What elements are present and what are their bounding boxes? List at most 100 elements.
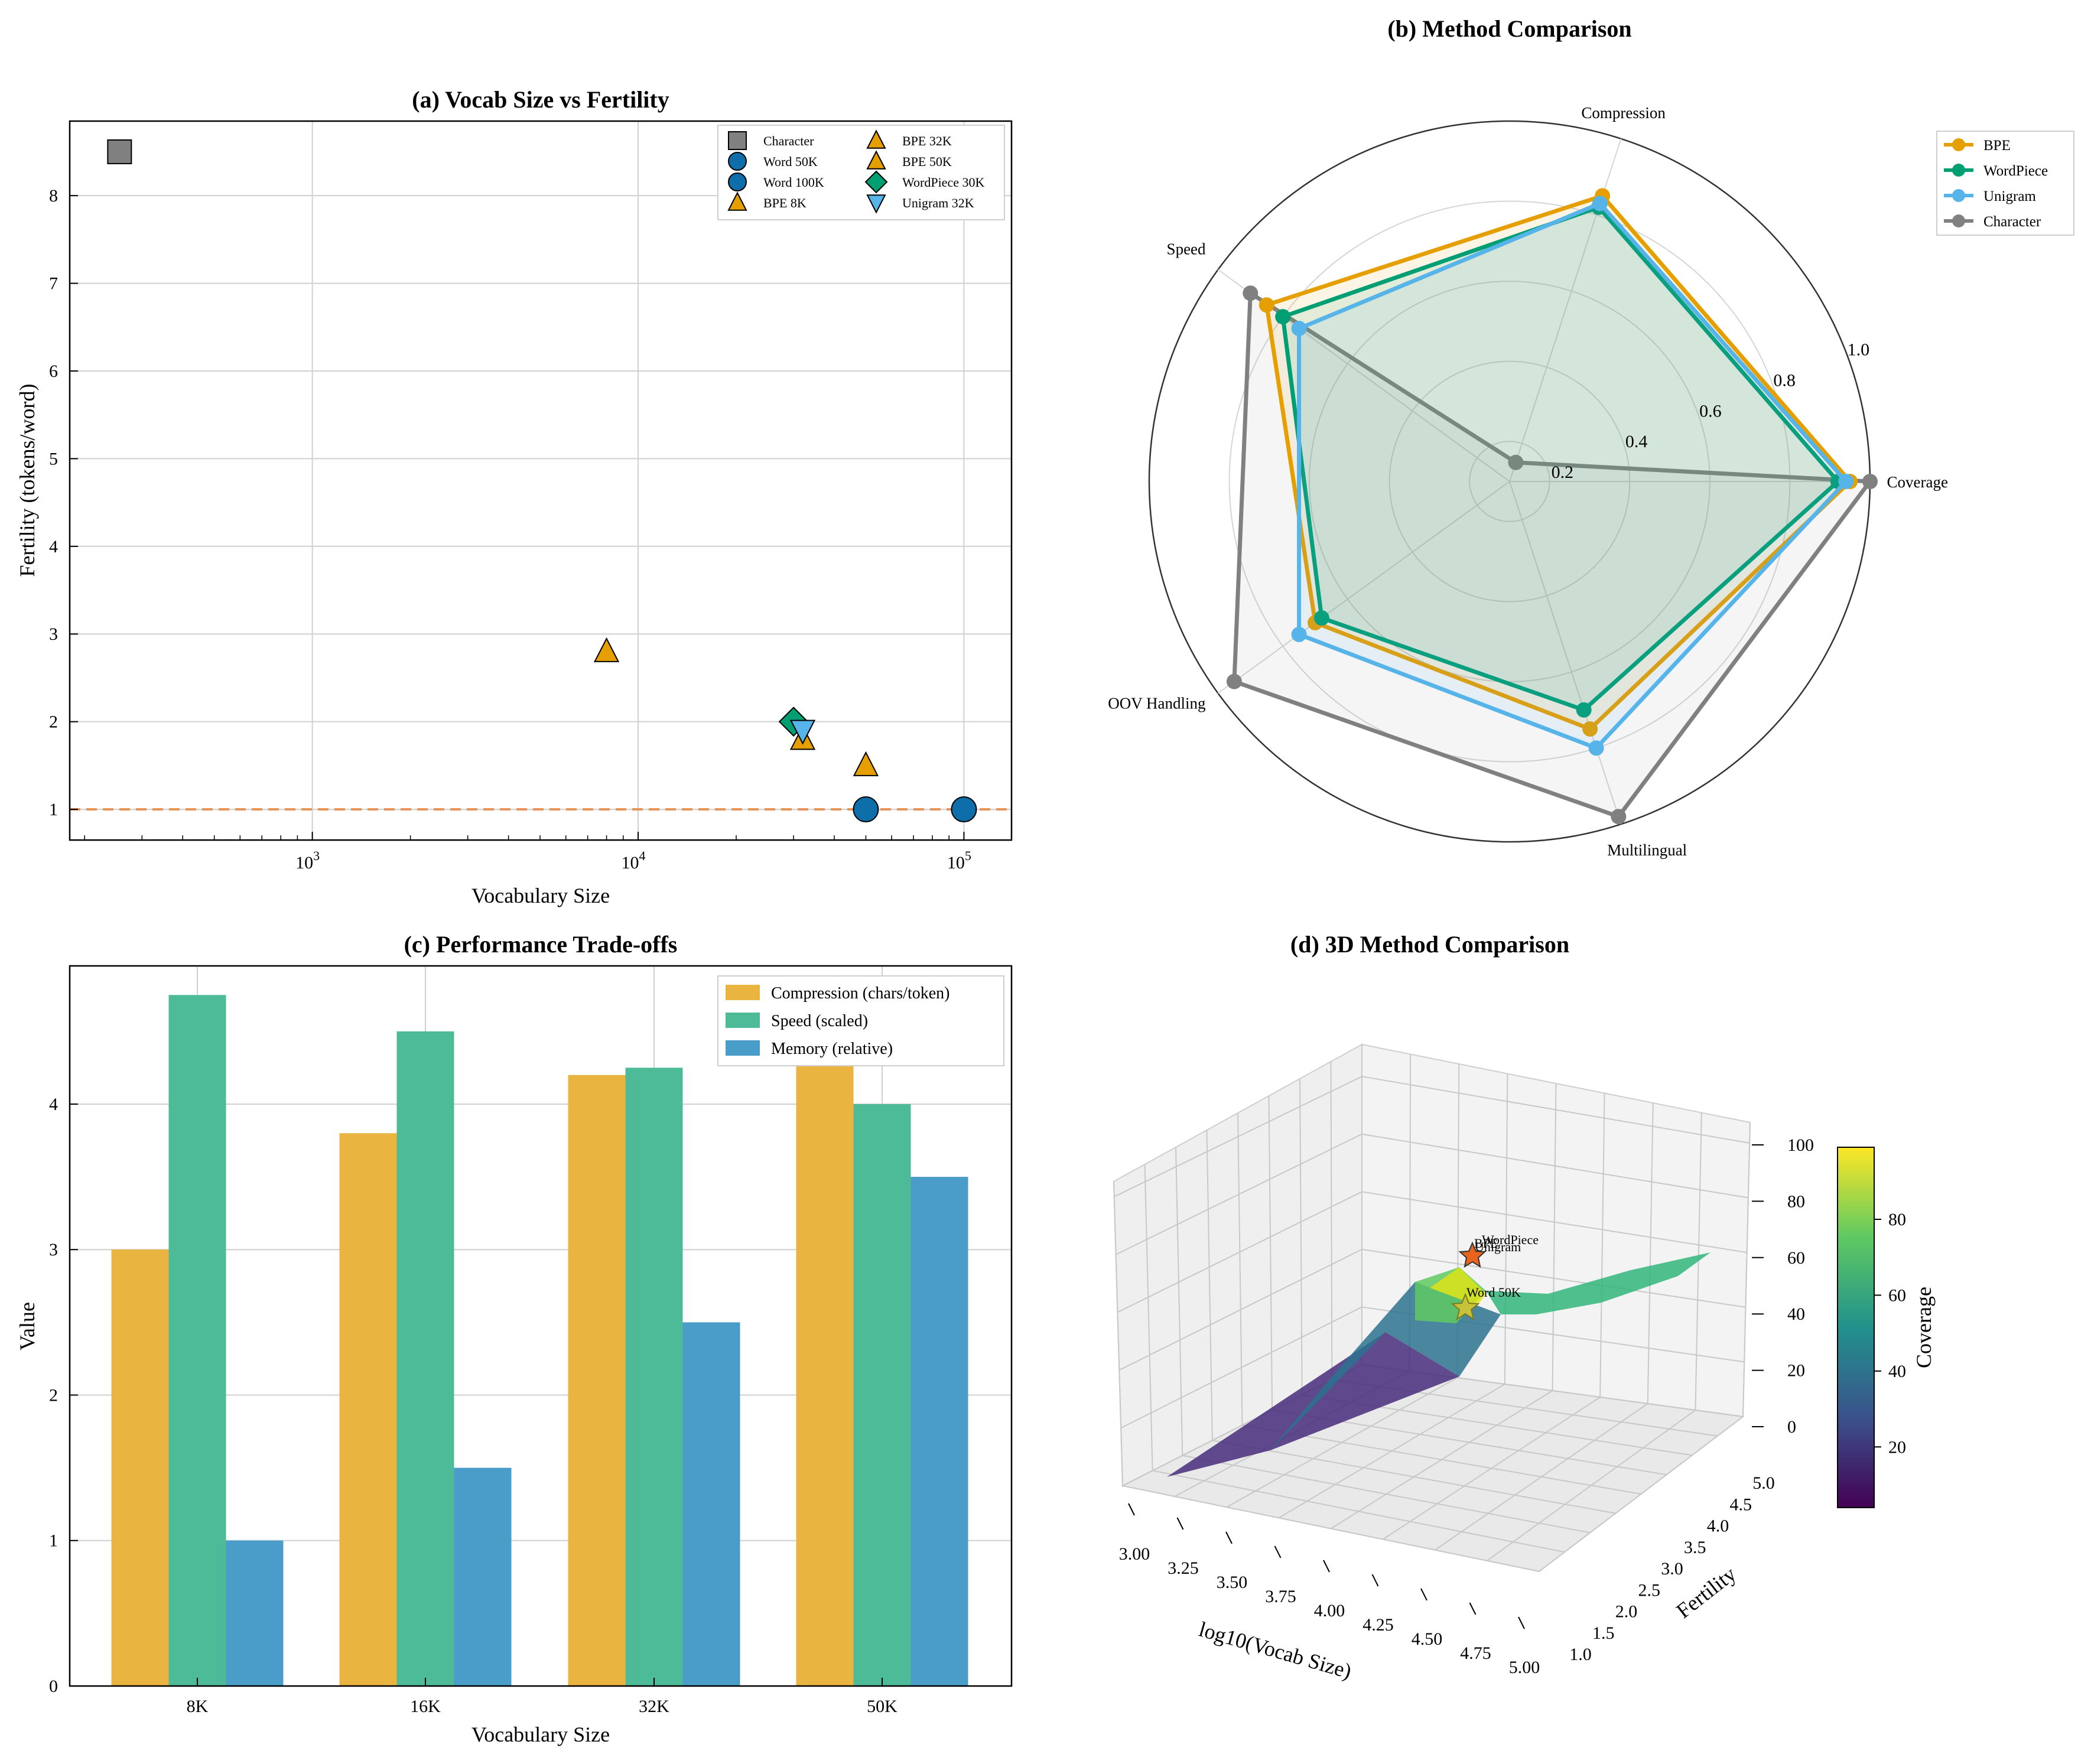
x-tick xyxy=(1420,1588,1427,1601)
series-point xyxy=(1508,454,1524,470)
z-tick-label: 0 xyxy=(1787,1417,1796,1437)
series-point xyxy=(1243,285,1258,301)
y-tick-label: 7 xyxy=(49,274,58,294)
series-point xyxy=(1576,702,1592,718)
wall-gridline xyxy=(1330,1061,1333,1380)
series-unigram xyxy=(1297,201,1848,750)
wall-gridline xyxy=(1361,1076,1750,1144)
axis-label-speed: Speed xyxy=(1167,240,1206,258)
bar-50k-1 xyxy=(853,1104,911,1686)
series-point xyxy=(1258,297,1274,313)
legend-marker xyxy=(1952,138,1965,151)
wall-gridline xyxy=(1599,1093,1605,1398)
bar-8k-2 xyxy=(226,1540,284,1686)
x-tick xyxy=(1176,1517,1184,1530)
x-tick xyxy=(1225,1531,1233,1544)
radial-tick-label: 0.4 xyxy=(1625,432,1648,451)
axis-label-oov-handling: OOV Handling xyxy=(1108,695,1205,712)
wall-gridline xyxy=(1504,1073,1508,1385)
colorbar xyxy=(1837,1147,1875,1508)
radial-tick-label: 1.0 xyxy=(1848,340,1870,360)
x-tick-label: 105 xyxy=(947,848,971,873)
legend-label: WordPiece 30K xyxy=(902,175,984,190)
z-tick-label: 20 xyxy=(1787,1361,1805,1381)
legend-label: Memory (relative) xyxy=(771,1040,893,1058)
x-tick-label: 4.25 xyxy=(1362,1615,1394,1635)
panel-a-legend: Character Word 50K Word 100K BPE 8K BPE 32K B… xyxy=(717,125,1005,220)
annotation-bpe: BPE xyxy=(1474,1236,1498,1251)
annotation-wordpiece: WordPiece xyxy=(1482,1232,1539,1247)
bar-16k-0 xyxy=(339,1133,397,1686)
wall-gridline xyxy=(1116,1133,1362,1255)
wall-gridline xyxy=(1175,1147,1183,1456)
legend-label: WordPiece xyxy=(1983,163,2048,179)
y-tick-label: 2 xyxy=(49,1385,58,1405)
y-tick-label: 1.5 xyxy=(1592,1623,1615,1643)
series-point xyxy=(1582,721,1598,737)
y-tick-label: 1 xyxy=(49,800,58,819)
series-point xyxy=(1588,740,1604,756)
point-word-50k xyxy=(853,796,879,823)
legend-marker xyxy=(728,173,747,191)
legend-marker xyxy=(1952,189,1965,202)
colorbar-tick-label: 40 xyxy=(1888,1362,1906,1381)
series-point xyxy=(1313,610,1329,626)
legend-marker xyxy=(866,150,886,170)
radial-tick-label: 0.2 xyxy=(1552,463,1574,482)
colorbar-tick-label: 80 xyxy=(1888,1210,1906,1229)
series-point xyxy=(1592,196,1608,211)
y-tick-label: 4 xyxy=(49,1095,58,1114)
point-word-100k xyxy=(951,796,977,823)
x-tick xyxy=(1371,1574,1379,1587)
point-bpe-8k xyxy=(593,637,620,662)
legend-marker xyxy=(728,152,747,171)
z-tick-label: 100 xyxy=(1787,1135,1814,1155)
legend-swatch xyxy=(726,1013,760,1028)
series-point xyxy=(1611,809,1627,825)
panel-c-bar: (c) Performance Trade-offs 0 1 2 3 4 8K 16K 32K… xyxy=(15,931,1013,1746)
wall-gridline xyxy=(1237,1112,1243,1425)
y-tick-label: 3 xyxy=(49,624,58,644)
wall-gridline xyxy=(1117,1191,1362,1313)
legend-label: Word 100K xyxy=(763,175,824,190)
y-tick-label: 1 xyxy=(49,1531,58,1551)
axis-label-multilingual: Multilingual xyxy=(1607,841,1687,859)
marker-bpe xyxy=(1458,1241,1487,1268)
wall-gridline xyxy=(1144,1164,1153,1471)
axis-label-compression: Compression xyxy=(1581,104,1666,122)
y-tick-label: 3.0 xyxy=(1661,1559,1683,1579)
wall-gridline xyxy=(1552,1083,1557,1391)
x-tick-label: 3.75 xyxy=(1265,1587,1296,1606)
z-tick-label: 60 xyxy=(1787,1248,1805,1268)
floor-gridline xyxy=(1487,1410,1696,1561)
wall-gridline xyxy=(1361,1133,1749,1199)
y-tick-label: 8 xyxy=(49,186,58,206)
series-point xyxy=(1226,673,1242,689)
wall-gridline xyxy=(1114,1076,1362,1197)
series-character xyxy=(1232,291,1872,819)
wall-gridline xyxy=(1695,1112,1702,1411)
bar-32k-1 xyxy=(625,1067,683,1686)
legend-swatch xyxy=(726,1040,760,1056)
point-character xyxy=(107,139,132,164)
x-tick-label: 103 xyxy=(295,848,320,873)
bar-16k-2 xyxy=(454,1467,512,1686)
y-tick-label: 5 xyxy=(49,449,58,468)
point-bpe-50k xyxy=(853,751,879,776)
surface-ridge xyxy=(1486,1252,1710,1314)
panel-c-legend: Compression (chars/token) Speed (scaled) M… xyxy=(717,975,1004,1066)
floor-gridline xyxy=(1435,1403,1648,1551)
wall-gridline xyxy=(1113,1181,1123,1486)
legend-swatch xyxy=(726,985,760,1000)
point-unigram-32k xyxy=(789,720,816,745)
y-tick-label: 2.5 xyxy=(1638,1580,1661,1600)
panel-d-3d: (d) 3D Method Comparison 3.003.253.503.7… xyxy=(1113,931,1936,1683)
x-axis-label: Vocabulary Size xyxy=(471,1723,610,1746)
series-point xyxy=(1291,626,1307,642)
panel-c-frame xyxy=(69,965,1013,1687)
legend-label: Word 50K xyxy=(763,154,818,169)
wall-gridline xyxy=(1118,1248,1362,1371)
x-axis-label: Vocabulary Size xyxy=(471,884,610,907)
wall-gridline xyxy=(1647,1102,1654,1404)
